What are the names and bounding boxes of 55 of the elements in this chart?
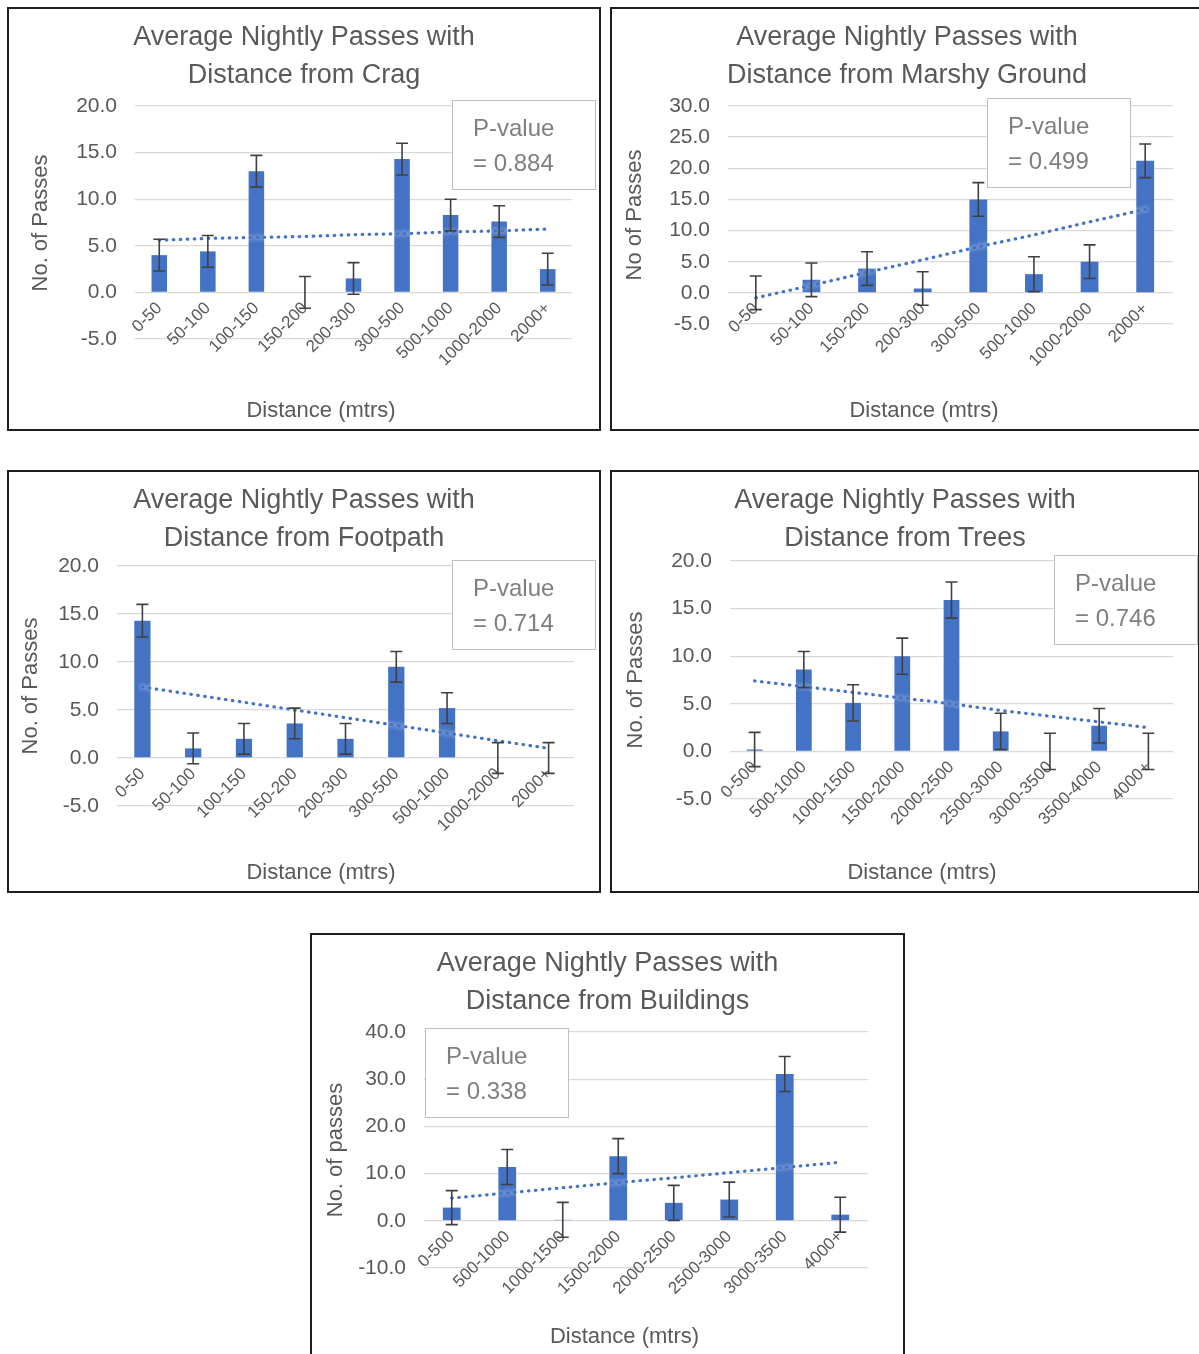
- y-tick-label: 10.0: [365, 1160, 406, 1184]
- y-tick-label: -5.0: [80, 325, 117, 349]
- y-tick-label: 5.0: [680, 248, 710, 272]
- y-tick-label: 15.0: [671, 595, 712, 619]
- chart-title: Average Nightly Passes with Distance from Trees: [734, 484, 1076, 552]
- y-tick-label: 5.0: [69, 696, 99, 720]
- y-tick-label: 10.0: [58, 648, 99, 672]
- x-axis-title: Distance (mtrs): [847, 859, 997, 885]
- y-tick-label: -5.0: [62, 792, 99, 816]
- y-axis-title: No. of passes: [322, 1082, 348, 1218]
- note-box: P-value = 0.714: [452, 560, 596, 650]
- y-tick-label: 25.0: [669, 123, 710, 147]
- y-axis-title: No. of Passes: [17, 617, 43, 755]
- y-tick-label: 20.0: [365, 1113, 406, 1137]
- note-box: P-value = 0.338: [425, 1028, 569, 1118]
- y-tick-label: 30.0: [365, 1066, 406, 1089]
- y-tick-label: 20.0: [76, 92, 117, 116]
- y-tick-label: 15.0: [76, 139, 117, 163]
- chart-title: Average Nightly Passes with Distance from Crag: [132, 20, 476, 91]
- y-tick-label: 0.0: [87, 279, 117, 303]
- x-axis-title: Distance (mtrs): [246, 397, 396, 423]
- y-tick-label: 20.0: [671, 547, 712, 571]
- y-tick-label: 30.0: [669, 92, 710, 116]
- y-tick-label: 40.0: [365, 1018, 406, 1042]
- chart-title: Average Nightly Passes with Distance from Marshy Ground: [725, 20, 1089, 91]
- y-tick-label: 15.0: [58, 600, 99, 624]
- x-axis-title: Distance (mtrs): [549, 1323, 700, 1349]
- y-tick-label: 15.0: [669, 186, 710, 210]
- y-tick-label: 0.0: [376, 1207, 406, 1231]
- note-box: P-value = 0.746: [1054, 555, 1198, 645]
- note-box: P-value = 0.884: [452, 100, 596, 190]
- bar: [913, 288, 932, 293]
- bar: [845, 702, 861, 751]
- x-axis-title: Distance (mtrs): [246, 859, 396, 885]
- y-tick-label: 0.0: [680, 279, 710, 303]
- y-tick-label: 10.0: [76, 186, 117, 209]
- y-axis-title: No of Passes: [621, 149, 647, 281]
- x-axis-title: Distance (mtrs): [849, 397, 999, 423]
- bar: [200, 251, 216, 292]
- y-tick-label: 5.0: [682, 690, 712, 714]
- y-tick-label: -5.0: [675, 785, 712, 809]
- chart-title: Average Nightly Passes with Distance from Footpath: [133, 484, 475, 552]
- y-tick-label: 20.0: [669, 155, 710, 179]
- y-tick-label: 10.0: [669, 217, 710, 241]
- y-tick-label: 0.0: [69, 744, 99, 768]
- y-axis-title: No. of Passes: [27, 154, 53, 291]
- y-tick-label: 5.0: [87, 232, 117, 256]
- y-tick-label: -10.0: [358, 1254, 406, 1278]
- y-tick-label: 10.0: [671, 643, 712, 666]
- y-tick-label: -5.0: [673, 310, 710, 334]
- y-tick-label: 20.0: [58, 552, 99, 576]
- note-box: P-value = 0.499: [987, 98, 1131, 188]
- chart-title: Average Nightly Passes with Distance from Buildings: [435, 946, 780, 1017]
- y-axis-title: No. of Passes: [622, 611, 648, 749]
- y-tick-label: 0.0: [682, 738, 712, 762]
